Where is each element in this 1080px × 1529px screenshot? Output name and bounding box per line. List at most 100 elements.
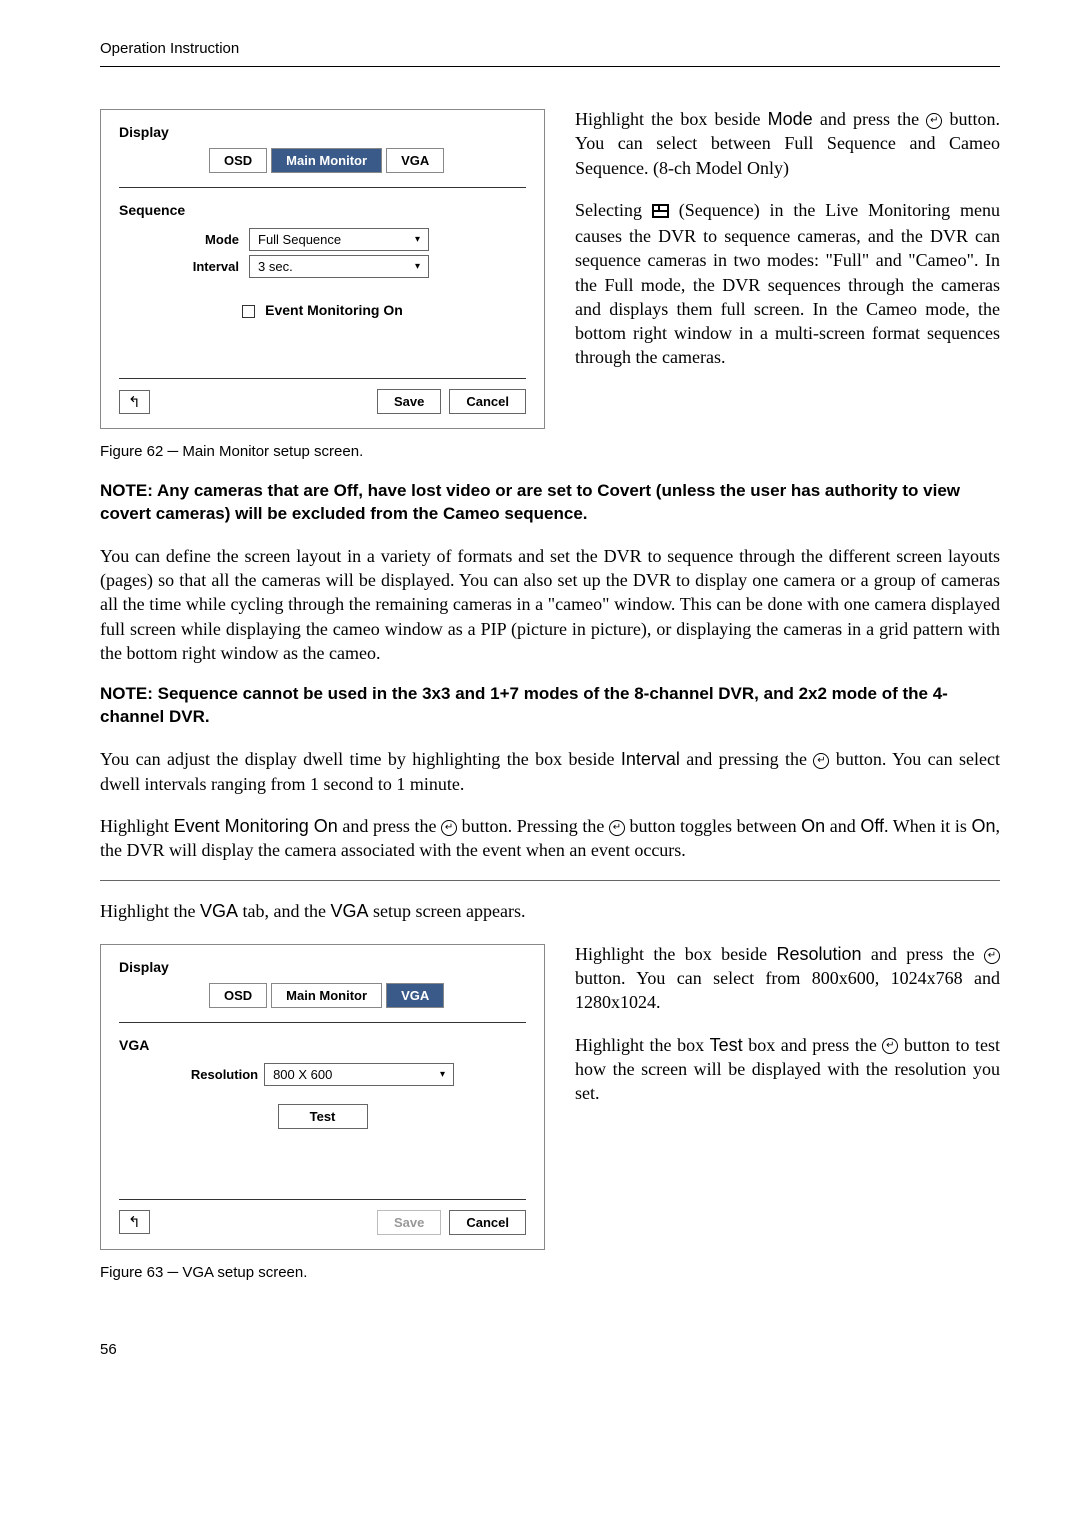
- page-number: 56: [100, 1341, 1000, 1358]
- back-button[interactable]: ↰: [119, 1210, 150, 1234]
- tab-vga[interactable]: VGA: [386, 148, 444, 173]
- body1: You can define the screen layout in a va…: [100, 544, 1000, 665]
- resolution-row: Resolution 800 X 600 ▾: [119, 1063, 526, 1086]
- divider: [119, 1022, 526, 1023]
- interval-select[interactable]: 3 sec. ▾: [249, 255, 429, 278]
- t: Highlight the: [100, 901, 200, 921]
- display-dialog-main-monitor: Display OSD Main Monitor VGA Sequence Mo…: [100, 109, 545, 429]
- t: and press the: [862, 944, 984, 964]
- enter-icon: ↵: [441, 820, 457, 836]
- t: and press the: [813, 109, 927, 129]
- chevron-down-icon: ▾: [415, 234, 420, 245]
- fig63-right-text: Highlight the box beside Resolution and …: [575, 942, 1000, 1281]
- tab-osd[interactable]: OSD: [209, 148, 267, 173]
- right1-p2: Selecting (Sequence) in the Live Monitor…: [575, 198, 1000, 370]
- body2: You can adjust the display dwell time by…: [100, 747, 1000, 796]
- tab-osd[interactable]: OSD: [209, 983, 267, 1008]
- t: Selecting: [575, 200, 652, 220]
- dialog-title: Display: [119, 959, 526, 975]
- t: You can adjust the display dwell time by…: [100, 749, 621, 769]
- resolution-word: Resolution: [776, 944, 861, 964]
- vga-label: VGA: [119, 1037, 526, 1053]
- tab-main-monitor[interactable]: Main Monitor: [271, 148, 382, 173]
- enter-icon: ↵: [882, 1038, 898, 1054]
- tab-main-monitor[interactable]: Main Monitor: [271, 983, 382, 1008]
- t: and pressing the: [680, 749, 814, 769]
- t: tab, and the: [238, 901, 330, 921]
- enter-icon: ↵: [813, 753, 829, 769]
- checkbox-icon[interactable]: [242, 305, 255, 318]
- back-button[interactable]: ↰: [119, 390, 150, 414]
- tabs: OSD Main Monitor VGA: [209, 148, 526, 173]
- cancel-button[interactable]: Cancel: [449, 389, 526, 414]
- note2: NOTE: Sequence cannot be used in the 3x3…: [100, 683, 1000, 729]
- on-word: On: [801, 816, 825, 836]
- chevron-down-icon: ▾: [415, 261, 420, 272]
- event-monitoring-label: Event Monitoring On: [265, 302, 403, 318]
- enter-icon: ↵: [926, 113, 942, 129]
- right2-p1: Highlight the box beside Resolution and …: [575, 942, 1000, 1015]
- interval-row: Interval 3 sec. ▾: [119, 255, 526, 278]
- t: Highlight: [100, 816, 174, 836]
- save-button[interactable]: Save: [377, 1210, 441, 1235]
- t: Highlight the box beside: [575, 944, 776, 964]
- t: button. You can select from 800x600, 102…: [575, 968, 1000, 1012]
- mode-value: Full Sequence: [258, 232, 341, 247]
- right1-p1: Highlight the box beside Mode and press …: [575, 107, 1000, 180]
- t: Highlight the box beside: [575, 109, 768, 129]
- t: setup screen appears.: [369, 901, 526, 921]
- t: box and press the: [743, 1035, 883, 1055]
- fig62-caption: Figure 62 ─ Main Monitor setup screen.: [100, 443, 545, 460]
- fig62-left: Display OSD Main Monitor VGA Sequence Mo…: [100, 107, 545, 460]
- cancel-button[interactable]: Cancel: [449, 1210, 526, 1235]
- display-dialog-vga: Display OSD Main Monitor VGA VGA Resolut…: [100, 944, 545, 1250]
- sequence-label: Sequence: [119, 202, 526, 218]
- event-monitoring-row[interactable]: Event Monitoring On: [119, 302, 526, 318]
- mode-label: Mode: [119, 232, 249, 247]
- tabs: OSD Main Monitor VGA: [209, 983, 526, 1008]
- mode-word: Mode: [768, 109, 813, 129]
- dialog-footer: ↰ Save Cancel: [119, 1199, 526, 1235]
- vga-word: VGA: [200, 901, 238, 921]
- t: Highlight the box: [575, 1035, 710, 1055]
- sequence-icon: [652, 200, 669, 224]
- t: and: [825, 816, 860, 836]
- dialog-footer: ↰ Save Cancel: [119, 378, 526, 414]
- fig62-right-text: Highlight the box beside Mode and press …: [575, 107, 1000, 460]
- enter-icon: ↵: [984, 948, 1000, 964]
- resolution-select[interactable]: 800 X 600 ▾: [264, 1063, 454, 1086]
- header-text: Operation Instruction: [100, 40, 239, 57]
- mode-row: Mode Full Sequence ▾: [119, 228, 526, 251]
- mode-select[interactable]: Full Sequence ▾: [249, 228, 429, 251]
- body3: Highlight Event Monitoring On and press …: [100, 814, 1000, 863]
- spacer: [119, 1129, 526, 1199]
- t: (Sequence) in the Live Monitoring menu c…: [575, 200, 1000, 368]
- t: . When it is: [884, 816, 971, 836]
- footer-buttons: Save Cancel: [377, 1210, 526, 1235]
- t: and press the: [338, 816, 441, 836]
- interval-label: Interval: [119, 259, 249, 274]
- test-button[interactable]: Test: [278, 1104, 368, 1129]
- fig63-row: Display OSD Main Monitor VGA VGA Resolut…: [100, 942, 1000, 1281]
- section-divider: [100, 880, 1000, 881]
- interval-value: 3 sec.: [258, 259, 293, 274]
- dialog-title: Display: [119, 124, 526, 140]
- enter-icon: ↵: [609, 820, 625, 836]
- on-word: On: [971, 816, 995, 836]
- page-header: Operation Instruction: [100, 40, 1000, 67]
- tab-vga[interactable]: VGA: [386, 983, 444, 1008]
- vga-word: VGA: [331, 901, 369, 921]
- right2-p2: Highlight the box Test box and press the…: [575, 1033, 1000, 1106]
- note1: NOTE: Any cameras that are Off, have los…: [100, 480, 1000, 526]
- t: button. Pressing the: [457, 816, 609, 836]
- chevron-down-icon: ▾: [440, 1069, 445, 1080]
- footer-buttons: Save Cancel: [377, 389, 526, 414]
- test-word: Test: [710, 1035, 743, 1055]
- resolution-label: Resolution: [191, 1067, 264, 1082]
- emon-word: Event Monitoring On: [174, 816, 338, 836]
- body4: Highlight the VGA tab, and the VGA setup…: [100, 899, 1000, 923]
- interval-word: Interval: [621, 749, 680, 769]
- off-word: Off: [860, 816, 884, 836]
- fig63-left: Display OSD Main Monitor VGA VGA Resolut…: [100, 942, 545, 1281]
- save-button[interactable]: Save: [377, 389, 441, 414]
